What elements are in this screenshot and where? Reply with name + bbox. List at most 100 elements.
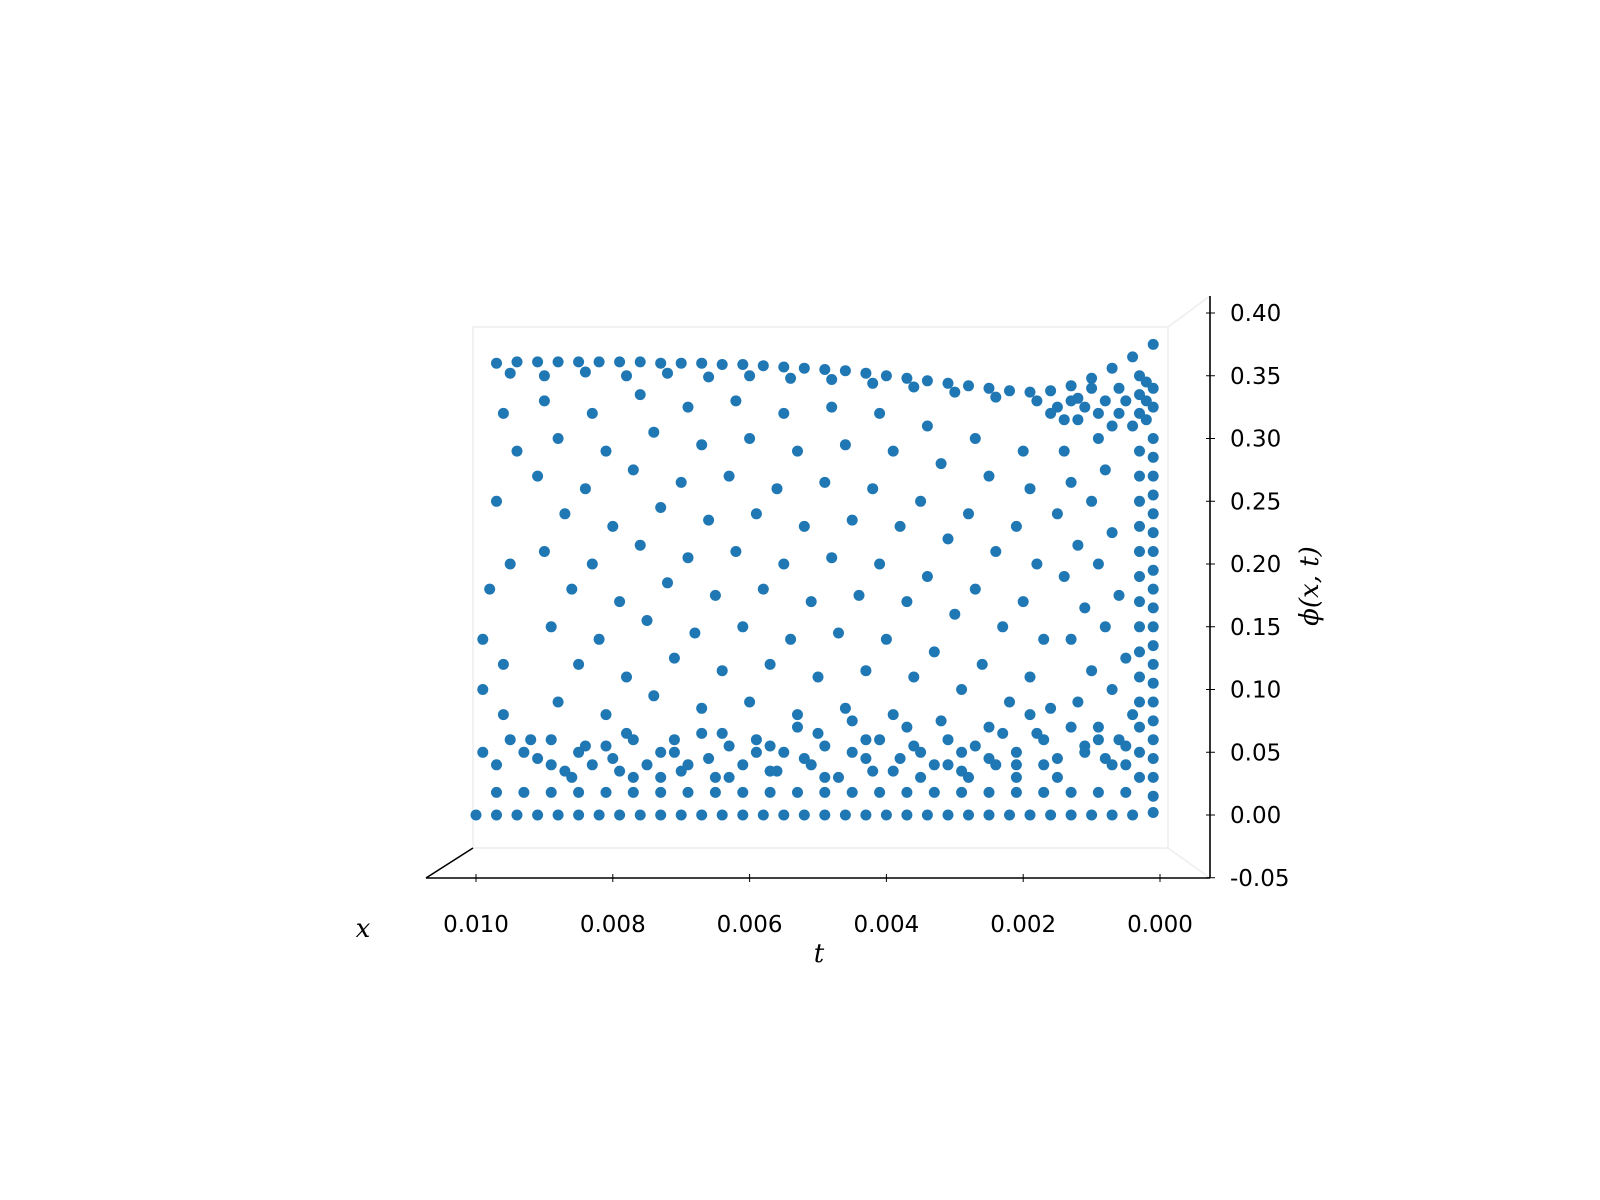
scatter-point <box>696 702 708 714</box>
z-tick-label: -0.05 <box>1230 866 1290 892</box>
scatter-point <box>621 370 632 382</box>
scatter-point <box>750 734 762 746</box>
scatter-point <box>491 495 502 507</box>
scatter-point <box>1120 652 1132 664</box>
scatter-point <box>1092 721 1104 733</box>
scatter-point <box>723 771 735 783</box>
scatter-point <box>1134 746 1145 758</box>
scatter-point <box>1065 395 1077 407</box>
scatter-point <box>839 365 851 377</box>
scatter-point <box>511 445 523 457</box>
scatter-point <box>1024 809 1036 821</box>
scatter-point <box>723 470 735 482</box>
scatter-point <box>860 809 872 821</box>
scatter-point <box>942 377 954 389</box>
z-tick-label: 0.10 <box>1230 678 1281 704</box>
scatter-point <box>1106 809 1118 821</box>
scatter-point <box>963 508 974 520</box>
scatter-point <box>983 382 995 394</box>
scatter-point <box>867 377 879 389</box>
scatter-point <box>819 771 831 783</box>
scatter-point <box>819 809 831 821</box>
scatter-point <box>532 809 544 821</box>
scatter-point <box>1134 771 1145 783</box>
scatter-point <box>538 546 550 557</box>
scatter-point <box>1010 759 1022 771</box>
scatter-point <box>983 721 995 733</box>
scatter-point <box>477 633 489 645</box>
scatter-point <box>723 740 735 752</box>
scatter-point <box>668 746 680 758</box>
scatter-point <box>983 809 995 821</box>
scatter-point <box>921 420 933 432</box>
scatter-point <box>655 809 667 821</box>
scatter-point <box>744 433 756 444</box>
scatter-point <box>1038 734 1050 746</box>
scatter-point <box>1134 520 1145 532</box>
scatter-point <box>785 372 797 384</box>
scatter-point <box>1106 362 1118 374</box>
scatter-point <box>675 357 687 369</box>
scatter-point <box>1045 702 1057 714</box>
scatter-point <box>696 357 708 369</box>
scatter-point <box>477 746 489 758</box>
z-axis-title: ϕ(x, t) <box>1295 546 1325 626</box>
scatter-point <box>716 809 728 821</box>
scatter-point <box>839 702 851 714</box>
scatter-point <box>778 361 790 373</box>
scatter-point <box>1092 558 1104 570</box>
scatter-point <box>1072 696 1084 708</box>
scatter-point <box>682 759 694 771</box>
x-tick-label: 0.002 <box>990 912 1056 938</box>
scatter-point <box>798 520 810 532</box>
scatter-point <box>491 759 502 771</box>
scatter-point <box>668 652 680 664</box>
scatter-point <box>983 786 995 798</box>
scatter-point <box>1134 596 1145 608</box>
scatter-point <box>573 809 585 821</box>
scatter-point <box>887 709 899 721</box>
scatter-point <box>696 727 708 739</box>
scatter-point <box>552 696 564 708</box>
scatter-point <box>532 753 544 764</box>
scatter-point <box>1004 385 1015 397</box>
scatter-point <box>956 765 968 777</box>
scatter-point <box>511 809 523 821</box>
scatter-point <box>573 356 585 368</box>
scatter-point <box>901 809 913 821</box>
scatter-point <box>716 665 728 677</box>
scatter-point <box>839 809 851 821</box>
scatter-point <box>887 445 899 457</box>
scatter-point <box>634 356 646 368</box>
scatter-point <box>538 395 550 407</box>
scatter-point <box>846 746 858 758</box>
scatter-point <box>826 401 838 413</box>
scatter-point <box>1147 715 1159 727</box>
scatter-point <box>1134 546 1145 557</box>
scatter-point <box>1113 589 1125 601</box>
scatter-point <box>928 786 940 798</box>
scatter-point <box>614 809 626 821</box>
scatter-point <box>942 759 954 771</box>
x-tick-label: 0.000 <box>1127 912 1193 938</box>
scatter-point <box>949 608 961 620</box>
scatter-point <box>518 746 530 758</box>
scatter-point <box>874 407 886 419</box>
scatter-point <box>819 476 831 488</box>
scatter-point <box>798 809 810 821</box>
scatter-point <box>716 359 728 370</box>
scatter-point <box>833 627 844 639</box>
z-tick-label: 0.20 <box>1230 552 1281 578</box>
scatter-point <box>641 759 653 771</box>
scatter-point <box>1113 407 1125 419</box>
scatter-point <box>1113 382 1125 394</box>
scatter-point <box>504 558 516 570</box>
scatter-point <box>1004 696 1015 708</box>
scatter-point <box>887 765 899 777</box>
scatter-point <box>792 786 803 798</box>
scatter-point <box>559 508 571 520</box>
scatter-point <box>894 753 906 764</box>
scatter-point <box>730 546 742 557</box>
scatter-point <box>901 596 913 608</box>
z-tick-label: 0.30 <box>1230 427 1281 453</box>
